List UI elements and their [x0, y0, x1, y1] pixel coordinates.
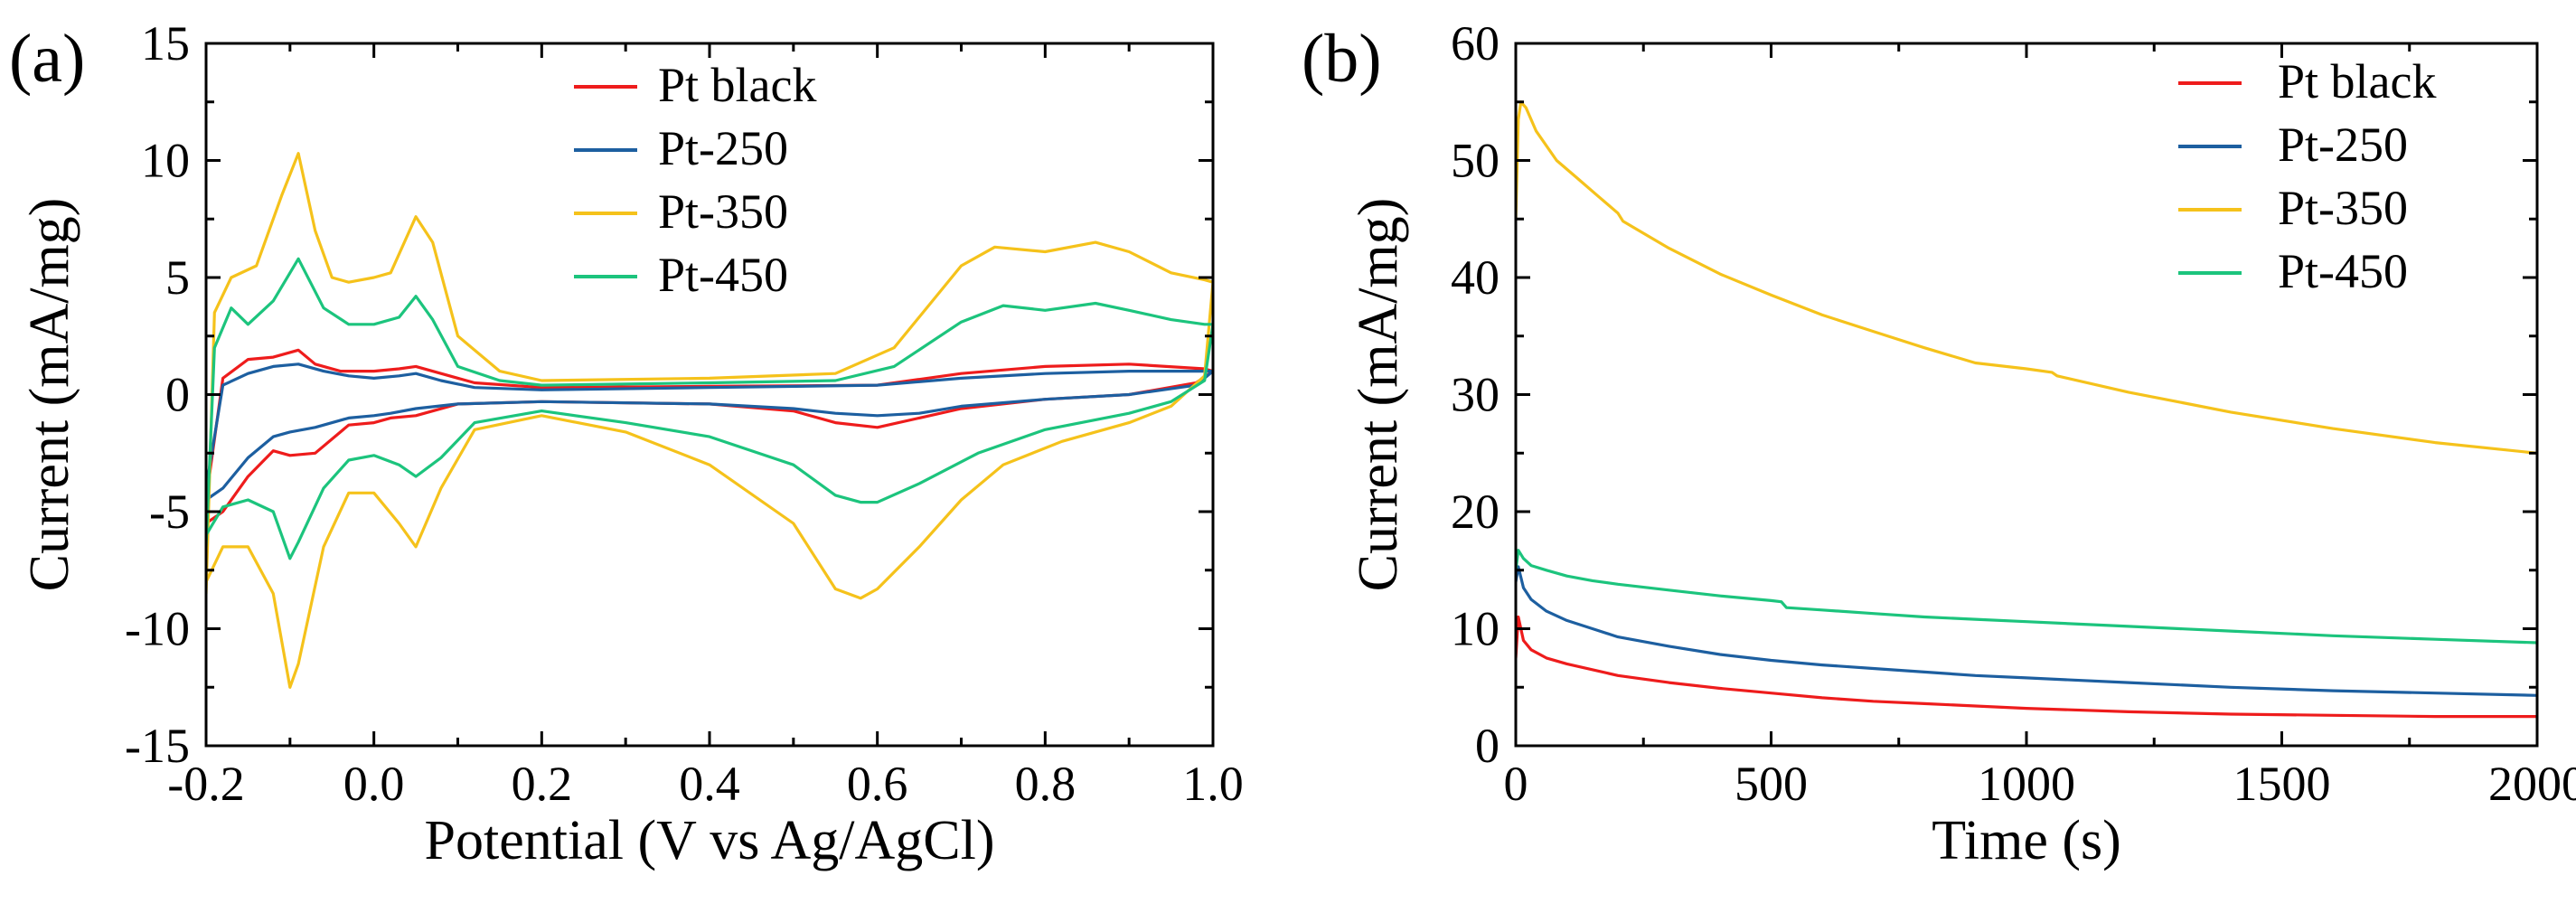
y-tick-label: 0: [1475, 719, 1500, 773]
y-axis-title: Current (mA/mg): [19, 198, 80, 592]
y-tick-label: -10: [125, 602, 190, 656]
y-tick-label: 40: [1451, 250, 1500, 305]
x-tick-label: 0: [1504, 757, 1528, 811]
chart-panel-2: 0 500 1000 1500 2000 0 10 20 30 40 50 60 Time (s) Cur…: [1302, 16, 2576, 871]
x-tick-label: 0.4: [679, 757, 740, 811]
series-line-pt-350: [206, 152, 1213, 689]
series-line-pt-250: [1516, 565, 2537, 697]
x-tick-label: 0.8: [1015, 757, 1076, 811]
x-tick-label: 0.2: [512, 757, 573, 811]
legend-label: Pt-250: [2278, 118, 2408, 172]
y-tick-label: -15: [125, 719, 190, 773]
series-line-pt-350: [1516, 100, 2537, 455]
legend-label: Pt-350: [658, 184, 788, 239]
legend-label: Pt-250: [658, 121, 788, 175]
x-axis-title: Potential (V vs Ag/AgCl): [425, 810, 995, 871]
x-axis-title: Time (s): [1932, 810, 2121, 871]
y-tick-label: 5: [165, 250, 190, 305]
y-tick-label: 0: [165, 368, 190, 422]
y-tick-label: -5: [149, 485, 190, 539]
series-line-pt-250: [206, 362, 1213, 502]
y-tick-label: 50: [1451, 134, 1500, 188]
y-axis-title: Current (mA/mg): [1348, 198, 1409, 592]
x-tick-label: 0.0: [343, 757, 405, 811]
legend-label: Pt-450: [2278, 244, 2408, 298]
legend-label: Pt black: [658, 58, 816, 112]
series-line-pt-black: [1516, 615, 2537, 719]
legend: Pt black Pt-250 Pt-350 Pt-450: [574, 58, 816, 302]
legend-label: Pt black: [2278, 54, 2436, 108]
y-tick-label: 20: [1451, 485, 1500, 539]
chart-panel-1: -0.2 0.0 0.2 0.4 0.6 0.8 1.0 -15 -10 -5 0 5 10 15 Pote…: [9, 16, 1244, 871]
x-tick-label: 0.6: [847, 757, 908, 811]
legend-label: Pt-350: [2278, 181, 2408, 235]
x-tick-label: 1500: [2233, 757, 2331, 811]
panel-label: (a): [9, 21, 85, 97]
series-line-pt-450: [206, 257, 1213, 560]
y-tick-label: 10: [1451, 602, 1500, 656]
panel-label: (b): [1302, 21, 1382, 97]
y-tick-label: 15: [141, 16, 190, 71]
series-line-pt-450: [1516, 549, 2537, 645]
y-tick-label: 30: [1451, 368, 1500, 422]
x-tick-label: 1.0: [1182, 757, 1244, 811]
legend-label: Pt-450: [658, 248, 788, 302]
x-tick-label: -0.2: [167, 757, 244, 811]
x-tick-label: 2000: [2488, 757, 2576, 811]
legend: Pt black Pt-250 Pt-350 Pt-450: [2178, 54, 2436, 298]
x-tick-label: 1000: [1978, 757, 2075, 811]
x-tick-label: 500: [1735, 757, 1808, 811]
y-tick-label: 60: [1451, 16, 1500, 71]
y-tick-label: 10: [141, 134, 190, 188]
